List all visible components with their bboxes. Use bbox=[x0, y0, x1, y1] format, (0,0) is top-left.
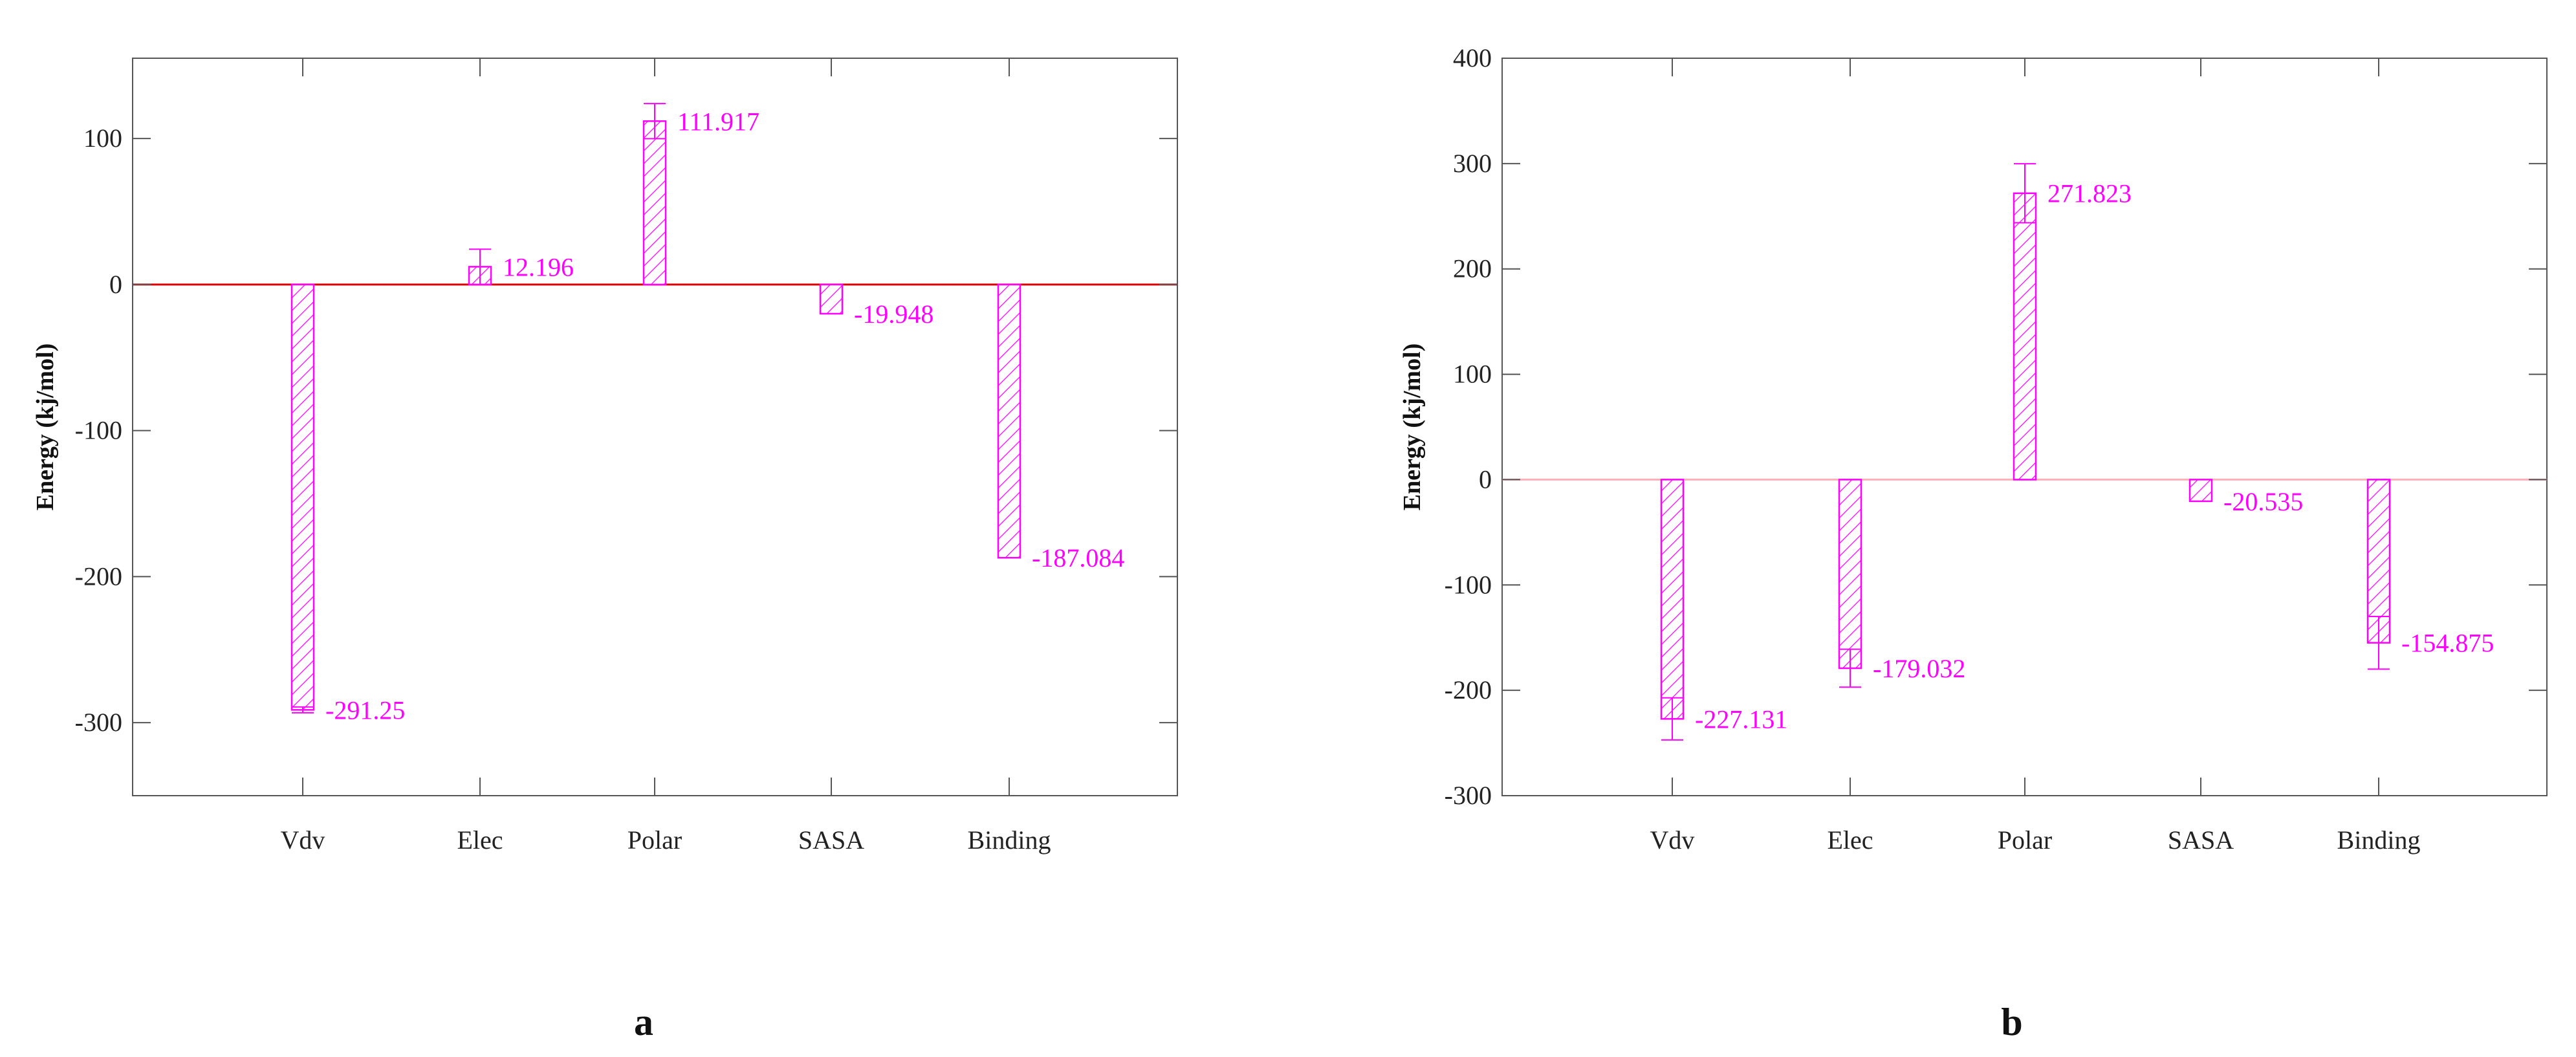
x-tick-label: SASA bbox=[798, 825, 864, 855]
x-tick-label: Elec bbox=[1827, 825, 1873, 855]
y-tick-label: -300 bbox=[1445, 781, 1492, 810]
y-axis-label: Energy (kj/mol) bbox=[1399, 343, 1426, 511]
bar bbox=[2366, 479, 2391, 644]
y-tick-label: 400 bbox=[1453, 43, 1492, 72]
bar bbox=[1838, 479, 1862, 670]
bar bbox=[290, 283, 315, 711]
y-tick-label: -100 bbox=[1445, 570, 1492, 599]
y-tick-label: 0 bbox=[109, 270, 122, 299]
bar bbox=[819, 283, 844, 315]
y-axis-label: Energy (kj/mol) bbox=[32, 343, 59, 511]
bar bbox=[1660, 479, 1685, 720]
x-tick-label: Elec bbox=[457, 825, 503, 855]
y-tick-label: 300 bbox=[1453, 149, 1492, 178]
data-label: 271.823 bbox=[2047, 179, 2132, 208]
bar bbox=[997, 283, 1021, 559]
data-label: -187.084 bbox=[1032, 543, 1124, 572]
y-tick-label: 100 bbox=[1453, 360, 1492, 389]
y-tick-label: 0 bbox=[1479, 464, 1492, 494]
y-tick-label: -200 bbox=[75, 561, 122, 591]
x-tick-label: Vdv bbox=[1650, 825, 1695, 855]
y-tick-label: -300 bbox=[75, 708, 122, 737]
bar bbox=[2013, 192, 2037, 481]
x-tick-label: Vdv bbox=[281, 825, 325, 855]
y-tick-label: 200 bbox=[1453, 254, 1492, 283]
data-label: -227.131 bbox=[1695, 704, 1787, 734]
data-label: -19.948 bbox=[854, 300, 933, 329]
y-tick-label: -100 bbox=[75, 416, 122, 445]
y-tick-label: -200 bbox=[1445, 675, 1492, 704]
chart-panel-a: 100 0 -100 -200 -300 -291.25 12.196 111.917 -19… bbox=[32, 58, 1178, 1043]
panel-label-a: a bbox=[634, 1001, 653, 1043]
x-tick-label: SASA bbox=[2168, 825, 2234, 855]
panel-label-b: b bbox=[2001, 1001, 2022, 1043]
x-tick-label: Polar bbox=[1998, 825, 2052, 855]
bar bbox=[642, 120, 667, 286]
data-label: -179.032 bbox=[1873, 654, 1965, 683]
x-tick-label: Binding bbox=[2337, 825, 2421, 855]
x-tick-label: Binding bbox=[968, 825, 1051, 855]
chart-panel-b: 400 300 200 100 0 -100 -200 -300 -227.131 -179.0… bbox=[1399, 43, 2548, 1043]
data-label: -20.535 bbox=[2223, 487, 2303, 516]
y-tick-label: 100 bbox=[83, 124, 122, 153]
data-label: -154.875 bbox=[2401, 629, 2494, 658]
x-tick-label: Polar bbox=[628, 825, 682, 855]
data-label: 111.917 bbox=[677, 107, 759, 136]
data-label: -291.25 bbox=[325, 695, 405, 725]
bar bbox=[2189, 479, 2213, 503]
data-label: 12.196 bbox=[503, 252, 574, 281]
